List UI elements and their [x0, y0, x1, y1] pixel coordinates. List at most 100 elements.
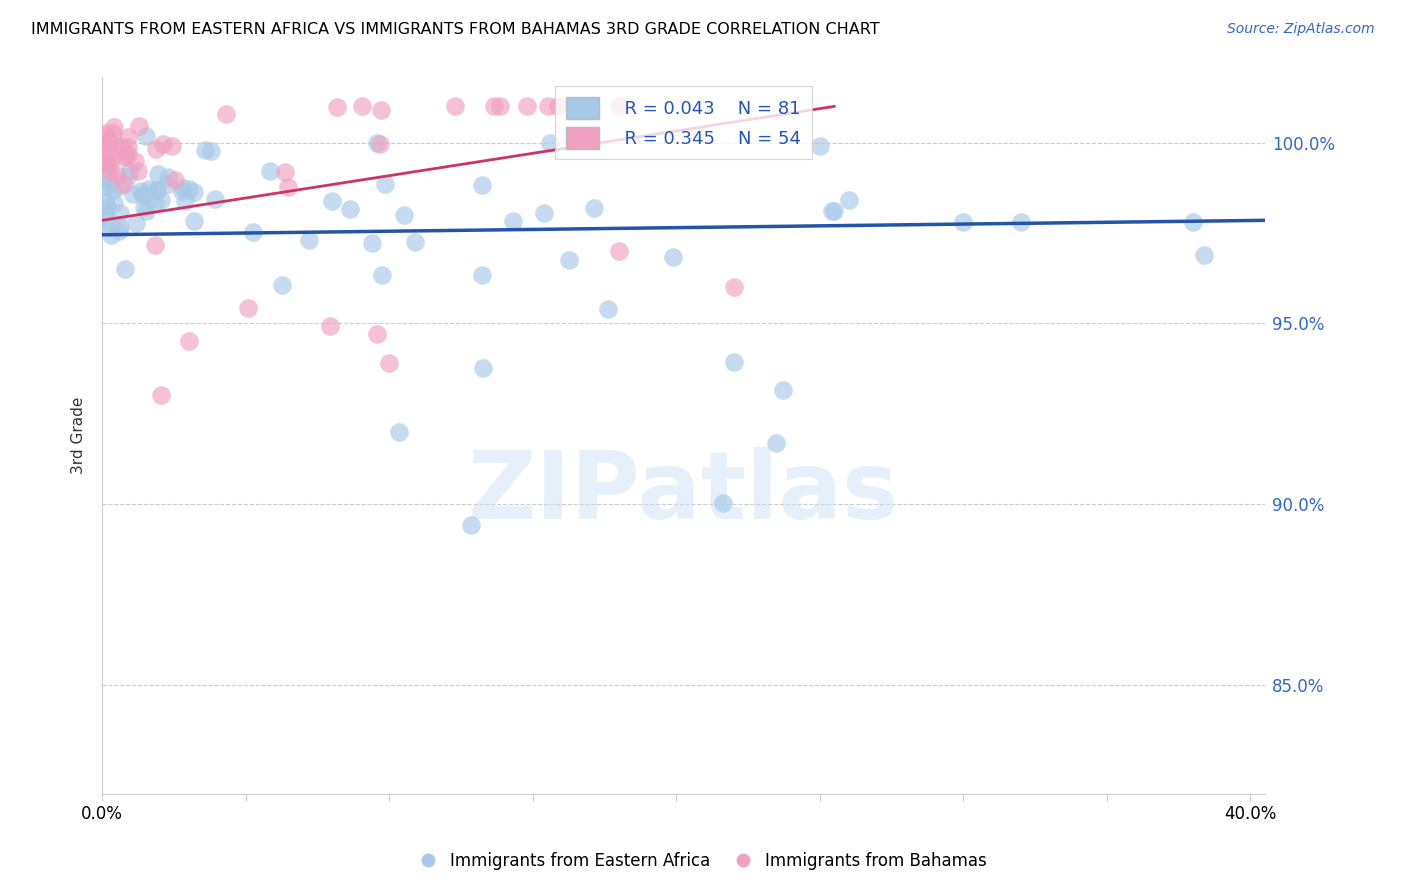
Point: [94, 207, 117, 221]
Point: [582, 201, 605, 215]
Point: [502, 213, 524, 227]
Point: [952, 215, 974, 229]
Point: [516, 99, 538, 113]
Point: [103, 120, 125, 135]
Point: [339, 202, 361, 216]
Point: [823, 203, 845, 218]
Point: [360, 235, 382, 250]
Point: [94, 211, 117, 226]
Text: ZIPatlas: ZIPatlas: [468, 447, 900, 539]
Point: [723, 280, 745, 294]
Point: [607, 244, 630, 258]
Point: [110, 206, 132, 220]
Point: [132, 200, 155, 214]
Point: [96, 126, 118, 140]
Point: [156, 169, 179, 184]
Point: [723, 355, 745, 369]
Point: [378, 356, 401, 370]
Point: [259, 164, 281, 178]
Point: [143, 237, 166, 252]
Point: [143, 195, 166, 210]
Point: [152, 137, 174, 152]
Point: [94, 143, 117, 157]
Point: [97, 177, 120, 191]
Point: [111, 140, 134, 154]
Point: [443, 99, 465, 113]
Point: [128, 120, 150, 134]
Point: [172, 181, 194, 195]
Point: [183, 186, 205, 200]
Point: [162, 138, 184, 153]
Text: IMMIGRANTS FROM EASTERN AFRICA VS IMMIGRANTS FROM BAHAMAS 3RD GRADE CORRELATION : IMMIGRANTS FROM EASTERN AFRICA VS IMMIGR…: [31, 22, 880, 37]
Point: [115, 149, 138, 163]
Point: [173, 194, 195, 208]
Point: [392, 208, 415, 222]
Point: [298, 233, 321, 247]
Point: [371, 268, 394, 283]
Point: [94, 156, 117, 170]
Point: [772, 384, 794, 398]
Point: [482, 99, 505, 113]
Point: [135, 128, 157, 143]
Point: [94, 179, 117, 194]
Point: [537, 99, 560, 113]
Point: [101, 126, 124, 140]
Point: [146, 184, 169, 198]
Point: [97, 139, 120, 153]
Point: [121, 186, 143, 201]
Point: [533, 205, 555, 219]
Point: [374, 177, 396, 191]
Point: [105, 168, 128, 182]
Point: [711, 496, 734, 510]
Legend: Immigrants from Eastern Africa, Immigrants from Bahamas: Immigrants from Eastern Africa, Immigran…: [413, 846, 993, 877]
Point: [368, 136, 391, 151]
Point: [117, 140, 139, 154]
Point: [125, 216, 148, 230]
Point: [179, 182, 201, 196]
Point: [765, 436, 787, 450]
Point: [108, 224, 131, 238]
Point: [138, 181, 160, 195]
Point: [96, 199, 118, 213]
Point: [366, 136, 388, 150]
Point: [117, 147, 139, 161]
Point: [200, 144, 222, 158]
Point: [127, 164, 149, 178]
Point: [274, 165, 297, 179]
Y-axis label: 3rd Grade: 3rd Grade: [72, 397, 86, 475]
Point: [150, 388, 173, 402]
Point: [370, 103, 392, 117]
Point: [94, 153, 117, 168]
Point: [97, 155, 120, 169]
Point: [460, 518, 482, 533]
Point: [165, 173, 187, 187]
Point: [366, 326, 388, 341]
Point: [471, 178, 494, 193]
Point: [146, 167, 169, 181]
Point: [135, 203, 157, 218]
Point: [117, 130, 139, 145]
Point: [120, 164, 142, 178]
Point: [105, 139, 128, 153]
Point: [242, 225, 264, 239]
Point: [129, 184, 152, 198]
Point: [808, 139, 831, 153]
Point: [277, 180, 299, 194]
Point: [350, 99, 373, 113]
Point: [114, 177, 136, 191]
Point: [149, 193, 172, 207]
Point: [547, 99, 569, 113]
Point: [100, 220, 122, 235]
Point: [538, 136, 561, 150]
Point: [112, 150, 135, 164]
Point: [215, 107, 238, 121]
Point: [194, 143, 217, 157]
Point: [156, 178, 179, 192]
Point: [100, 154, 122, 169]
Point: [98, 165, 121, 179]
Legend:   R = 0.043    N = 81,   R = 0.345    N = 54: R = 0.043 N = 81, R = 0.345 N = 54: [555, 87, 811, 160]
Point: [820, 203, 842, 218]
Point: [145, 142, 167, 156]
Point: [97, 150, 120, 164]
Point: [326, 100, 349, 114]
